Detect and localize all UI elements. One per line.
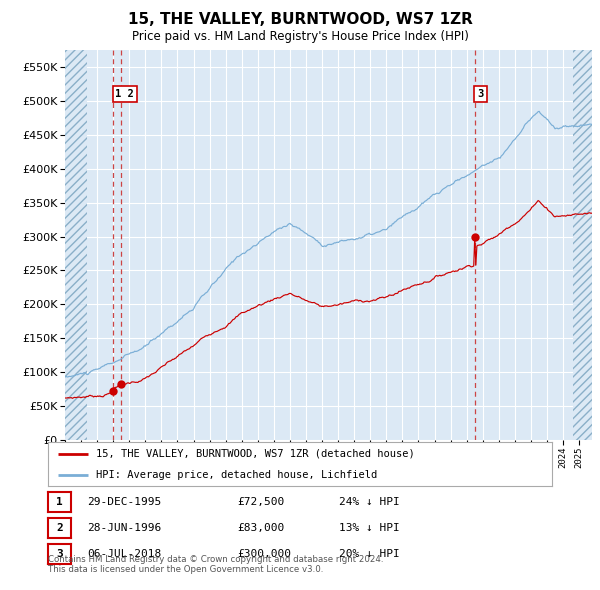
Text: 13% ↓ HPI: 13% ↓ HPI: [339, 523, 400, 533]
Text: 20% ↓ HPI: 20% ↓ HPI: [339, 549, 400, 559]
Text: £83,000: £83,000: [237, 523, 284, 533]
Text: 2: 2: [56, 523, 63, 533]
Text: 29-DEC-1995: 29-DEC-1995: [87, 497, 161, 507]
Text: 3: 3: [56, 549, 63, 559]
Text: £300,000: £300,000: [237, 549, 291, 559]
Text: Contains HM Land Registry data © Crown copyright and database right 2024.
This d: Contains HM Land Registry data © Crown c…: [48, 555, 383, 575]
Text: 28-JUN-1996: 28-JUN-1996: [87, 523, 161, 533]
Bar: [65, 50, 88, 440]
Text: 3: 3: [477, 89, 484, 99]
Text: 1: 1: [56, 497, 63, 507]
Bar: [573, 50, 592, 440]
Text: 1 2: 1 2: [115, 89, 134, 99]
Text: 15, THE VALLEY, BURNTWOOD, WS7 1ZR (detached house): 15, THE VALLEY, BURNTWOOD, WS7 1ZR (deta…: [96, 449, 415, 459]
Text: 15, THE VALLEY, BURNTWOOD, WS7 1ZR: 15, THE VALLEY, BURNTWOOD, WS7 1ZR: [128, 12, 472, 27]
Text: £72,500: £72,500: [237, 497, 284, 507]
Text: 24% ↓ HPI: 24% ↓ HPI: [339, 497, 400, 507]
Text: 06-JUL-2018: 06-JUL-2018: [87, 549, 161, 559]
Text: HPI: Average price, detached house, Lichfield: HPI: Average price, detached house, Lich…: [96, 470, 377, 480]
Text: Price paid vs. HM Land Registry's House Price Index (HPI): Price paid vs. HM Land Registry's House …: [131, 30, 469, 43]
